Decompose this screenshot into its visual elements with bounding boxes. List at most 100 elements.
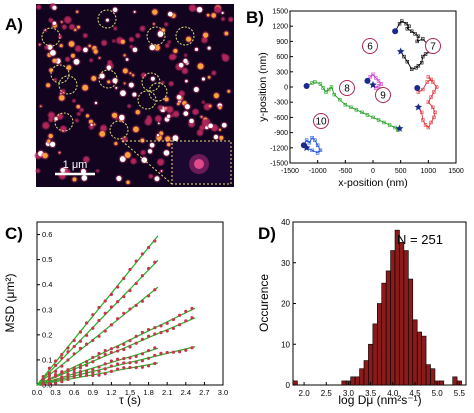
- msd-data-point: [97, 369, 101, 373]
- msd-data-point: [147, 356, 151, 360]
- spot: [219, 135, 224, 140]
- trajectory-point: [376, 118, 381, 122]
- y-tick-label: 0.2: [42, 330, 52, 339]
- spot: [76, 25, 81, 29]
- spot: [42, 122, 49, 129]
- trajectory-end-marker: [396, 47, 405, 55]
- trajectory-point: [421, 37, 425, 41]
- msd-data-point: [85, 342, 89, 346]
- tracked-particle-circle: [98, 69, 118, 89]
- msd-data-point: [128, 361, 132, 365]
- spot: [149, 142, 155, 148]
- msd-data-point: [147, 266, 151, 271]
- msd-data-point: [97, 351, 101, 356]
- msd-data-point: [134, 366, 138, 370]
- trajectory-point: [405, 27, 410, 31]
- msd-data-point: [47, 366, 52, 370]
- panel-letter-b: B): [246, 8, 264, 27]
- y-tick-label: -300: [274, 100, 288, 107]
- msd-data-point: [159, 324, 163, 328]
- trajectory-7: [416, 76, 438, 129]
- y-tick-label: 20: [281, 300, 290, 309]
- trajectory-point: [416, 34, 421, 39]
- msd-data-point: [165, 321, 169, 325]
- msd-data-point: [153, 326, 157, 330]
- msd-data-point: [140, 365, 144, 369]
- spot: [193, 109, 198, 115]
- trajectory-point: [429, 95, 433, 99]
- trajectory-point: [374, 76, 378, 80]
- msd-data-point: [47, 381, 52, 386]
- spot: [46, 83, 51, 88]
- x-tick-label: 0.0: [32, 388, 42, 397]
- tracked-particle-circle: [175, 26, 195, 46]
- msd-data-point: [134, 354, 138, 359]
- trajectory-point: [423, 52, 428, 56]
- spot: [167, 142, 171, 147]
- msd-data-point: [128, 356, 132, 360]
- spot: [155, 116, 161, 122]
- trajectory-end-marker: [302, 143, 311, 151]
- x-tick-label: 2.4: [181, 388, 191, 397]
- msd-data-point: [91, 326, 95, 330]
- y-tick-label: 1200: [272, 24, 288, 31]
- x-tick-label: 1500: [448, 168, 464, 175]
- msd-data-point: [159, 331, 163, 335]
- x-tick-label: 0: [371, 168, 375, 175]
- x-tick-label: 0.9: [88, 388, 98, 397]
- msd-data-point: [85, 363, 89, 367]
- msd-data-point: [103, 329, 107, 333]
- x-tick-label: 3.0: [218, 388, 228, 397]
- trajectory-point: [414, 66, 418, 70]
- msd-data-point: [140, 337, 144, 341]
- spot: [120, 90, 126, 97]
- spot: [213, 134, 219, 140]
- msd-data-point: [60, 356, 64, 360]
- spot: [129, 72, 132, 75]
- spot: [197, 130, 203, 136]
- spot: [76, 10, 79, 13]
- spot: [83, 156, 89, 163]
- trajectory-label-6: 6: [367, 42, 373, 53]
- spot: [94, 101, 98, 105]
- msd-data-point: [116, 367, 120, 371]
- tracked-particle-circle: [146, 26, 166, 46]
- spot: [123, 82, 126, 85]
- spot: [58, 95, 65, 101]
- msd-data-point: [147, 245, 151, 250]
- histogram-bar: [403, 250, 409, 386]
- trajectory-point: [318, 148, 323, 153]
- x-tick-label: 2.1: [162, 388, 172, 397]
- spot: [184, 54, 187, 57]
- spot: [72, 177, 77, 182]
- spot: [202, 101, 205, 104]
- msd-data-point: [97, 365, 101, 369]
- spot: [88, 44, 91, 48]
- msd-data-point: [159, 351, 163, 356]
- trajectory-8: [306, 81, 400, 131]
- spot: [176, 94, 182, 100]
- trajectory-start-marker: [414, 85, 421, 92]
- histogram-bar: [399, 242, 405, 386]
- spot: [107, 80, 111, 84]
- x-tick-label: 3.5: [365, 389, 377, 398]
- msd-data-point: [91, 338, 95, 343]
- spot: [47, 44, 53, 50]
- spot: [149, 174, 153, 178]
- msd-data-point: [103, 349, 107, 353]
- msd-data-point: [116, 357, 120, 361]
- spot: [141, 73, 146, 78]
- spot: [70, 53, 75, 58]
- plot-d-axes: 2.0 2.5 3.0 3.5 4.0 4.5 5.0 5.5 0 10 20 30 40: [281, 218, 465, 398]
- trajectory-label-10: 10: [315, 117, 327, 128]
- msd-data-point: [97, 318, 101, 323]
- trajectory-start-marker: [364, 77, 371, 84]
- msd-data-point: [140, 252, 144, 256]
- trajectory-point: [425, 80, 429, 84]
- msd-data-point: [66, 375, 70, 379]
- msd-data-point: [78, 374, 82, 378]
- msd-data-point: [190, 316, 194, 320]
- msd-data-point: [153, 288, 157, 292]
- plot-c-frame: [36, 221, 224, 386]
